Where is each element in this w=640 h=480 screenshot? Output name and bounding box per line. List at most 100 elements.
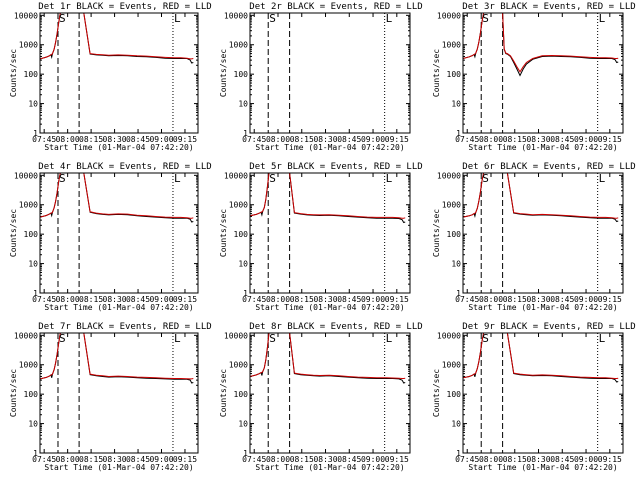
series-lld-line xyxy=(463,333,619,379)
end-marker-label: L xyxy=(599,12,606,25)
y-tick-label: 10000 xyxy=(224,331,248,340)
x-tick-label: 08:00 xyxy=(266,135,290,144)
y-tick-label: 10 xyxy=(238,260,248,269)
y-tick-label: 1 xyxy=(243,289,248,298)
y-tick-label: 10 xyxy=(451,260,461,269)
x-axis-label: Start Time (01-Mar-04 07:42:20) xyxy=(255,143,404,152)
y-tick-label: 1000 xyxy=(19,361,38,370)
series-lld-line xyxy=(40,173,194,219)
y-tick-label: 1 xyxy=(33,129,38,138)
y-tick-label: 1000 xyxy=(19,41,38,50)
y-axis-label: Counts/sec xyxy=(9,49,18,97)
y-tick-label: 10 xyxy=(28,100,38,109)
y-axis-label: Counts/sec xyxy=(432,209,441,257)
start-marker-label: S xyxy=(269,332,276,345)
y-tick-label: 10000 xyxy=(224,11,248,20)
x-tick-label: 08:45 xyxy=(337,295,361,304)
panel-det-3r: Det 3r BLACK = Events, RED = LLD 1 10 100 10… xyxy=(432,2,636,152)
x-axis-label: Start Time (01-Mar-04 07:42:20) xyxy=(255,463,404,472)
x-tick-label: 08:45 xyxy=(550,135,574,144)
y-tick-label: 10 xyxy=(28,260,38,269)
panel-title: Det 2r BLACK = Events, RED = LLD xyxy=(249,2,422,12)
x-tick-label: 08:15 xyxy=(290,295,314,304)
panel-title: Det 4r BLACK = Events, RED = LLD xyxy=(38,162,211,172)
plot-frame xyxy=(39,172,199,294)
x-tick-label: 08:45 xyxy=(337,455,361,464)
x-tick-label: 08:00 xyxy=(479,135,503,144)
x-tick-label: 08:00 xyxy=(479,455,503,464)
y-tick-label: 10000 xyxy=(14,171,38,180)
y-tick-label: 100 xyxy=(234,70,249,79)
panel-det-9r: Det 9r BLACK = Events, RED = LLD 1 10 100 10… xyxy=(432,322,636,472)
x-tick-label: 09:00 xyxy=(361,455,385,464)
x-tick-label: 08:15 xyxy=(290,455,314,464)
x-tick-label: 09:15 xyxy=(173,455,197,464)
y-tick-label: 1000 xyxy=(442,201,461,210)
y-tick-label: 10 xyxy=(451,420,461,429)
y-tick-label: 1 xyxy=(243,449,248,458)
x-tick-label: 07:45 xyxy=(455,295,479,304)
x-tick-label: 09:00 xyxy=(574,455,598,464)
x-tick-label: 08:30 xyxy=(103,135,127,144)
start-marker-label: S xyxy=(59,12,66,25)
x-axis-label: Start Time (01-Mar-04 07:42:20) xyxy=(468,463,617,472)
y-tick-label: 10 xyxy=(28,420,38,429)
start-marker-label: S xyxy=(269,172,276,185)
panel-title: Det 1r BLACK = Events, RED = LLD xyxy=(38,2,211,12)
x-axis-label: Start Time (01-Mar-04 07:42:20) xyxy=(44,303,193,312)
y-tick-label: 1000 xyxy=(229,361,248,370)
x-tick-label: 09:15 xyxy=(385,295,409,304)
x-axis-label: Start Time (01-Mar-04 07:42:20) xyxy=(468,143,617,152)
x-tick-label: 08:45 xyxy=(550,455,574,464)
y-tick-label: 100 xyxy=(447,390,462,399)
x-tick-label: 07:45 xyxy=(242,455,266,464)
panel-det-4r: Det 4r BLACK = Events, RED = LLD 1 10 100 10… xyxy=(9,162,212,312)
end-marker-label: L xyxy=(174,172,181,185)
y-tick-label: 1 xyxy=(456,129,461,138)
x-tick-label: 07:45 xyxy=(242,295,266,304)
x-tick-label: 08:30 xyxy=(313,455,337,464)
end-marker-label: L xyxy=(174,12,181,25)
panel-det-6r: Det 6r BLACK = Events, RED = LLD 1 10 100 10… xyxy=(432,162,636,312)
start-marker-label: S xyxy=(482,332,489,345)
x-axis-label: Start Time (01-Mar-04 07:42:20) xyxy=(468,303,617,312)
y-tick-label: 10 xyxy=(451,100,461,109)
y-tick-label: 10 xyxy=(238,420,248,429)
x-tick-label: 08:00 xyxy=(56,295,80,304)
x-tick-label: 09:00 xyxy=(574,295,598,304)
start-marker-label: S xyxy=(482,12,489,25)
x-tick-label: 08:00 xyxy=(266,455,290,464)
x-tick-label: 08:45 xyxy=(126,135,150,144)
x-tick-label: 09:00 xyxy=(149,455,173,464)
panel-det-5r: Det 5r BLACK = Events, RED = LLD 1 10 100 10… xyxy=(219,162,423,312)
x-tick-label: 08:15 xyxy=(503,135,527,144)
x-tick-label: 09:15 xyxy=(598,135,622,144)
y-axis-label: Counts/sec xyxy=(9,209,18,257)
x-tick-label: 07:45 xyxy=(455,135,479,144)
x-tick-label: 08:00 xyxy=(266,295,290,304)
x-tick-label: 08:45 xyxy=(126,455,150,464)
series-lld-line xyxy=(250,333,406,379)
x-tick-label: 09:00 xyxy=(149,295,173,304)
y-tick-label: 100 xyxy=(234,230,249,239)
y-axis-label: Counts/sec xyxy=(432,369,441,417)
plot-frame xyxy=(249,12,411,134)
panel-title: Det 7r BLACK = Events, RED = LLD xyxy=(38,322,211,332)
start-marker-label: S xyxy=(482,172,489,185)
x-tick-label: 09:15 xyxy=(173,135,197,144)
series-lld-line xyxy=(463,13,619,73)
y-tick-label: 1 xyxy=(33,289,38,298)
panel-det-7r: Det 7r BLACK = Events, RED = LLD 1 10 100 10… xyxy=(9,322,212,472)
x-tick-label: 08:15 xyxy=(290,135,314,144)
y-axis-label: Counts/sec xyxy=(219,369,228,417)
x-tick-label: 09:15 xyxy=(385,455,409,464)
y-tick-label: 10000 xyxy=(224,171,248,180)
x-tick-label: 08:30 xyxy=(526,295,550,304)
plot-frame xyxy=(462,12,624,134)
x-tick-label: 08:15 xyxy=(503,295,527,304)
x-tick-label: 08:00 xyxy=(479,295,503,304)
y-axis-label: Counts/sec xyxy=(219,49,228,97)
end-marker-label: L xyxy=(386,332,393,345)
start-marker-label: S xyxy=(59,172,66,185)
x-tick-label: 08:30 xyxy=(526,135,550,144)
